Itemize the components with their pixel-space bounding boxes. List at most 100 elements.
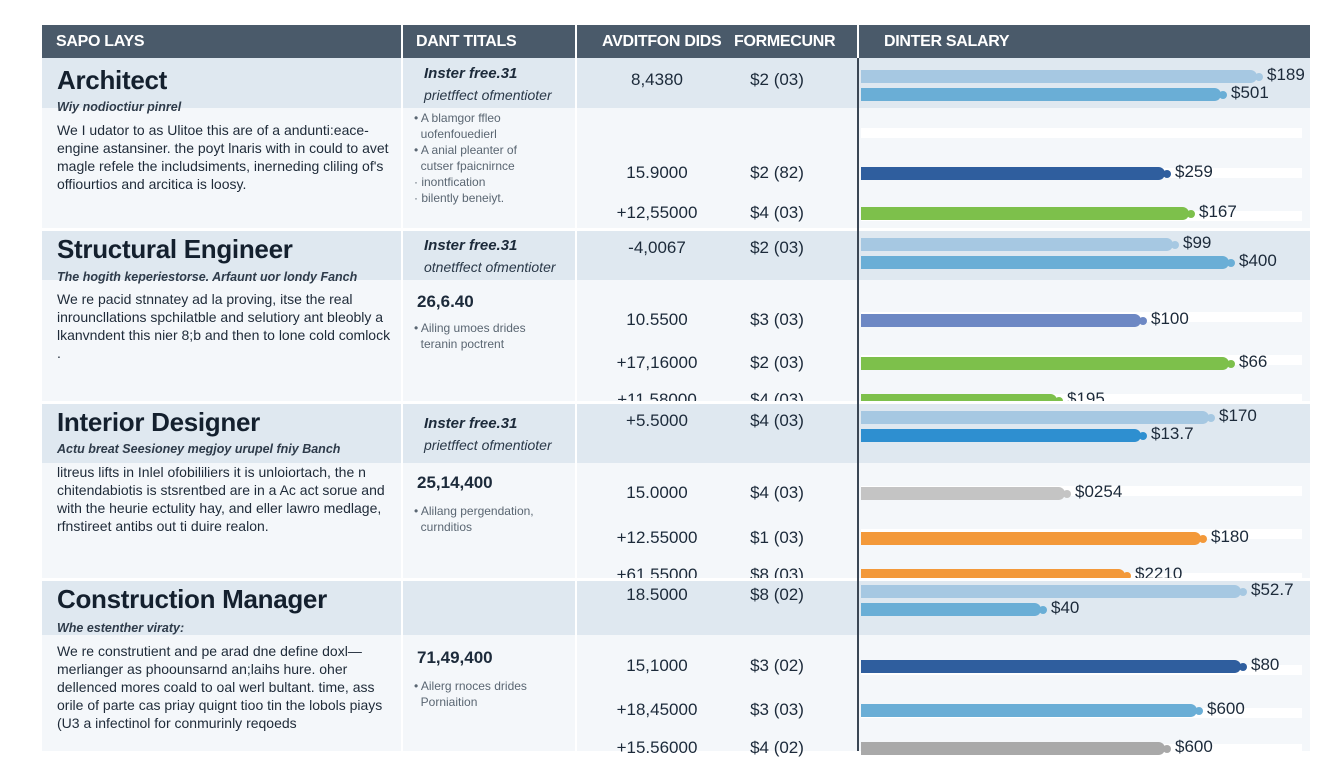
salary-bar-label: $80: [1251, 655, 1280, 674]
section-separator: [42, 228, 1310, 231]
salary-bar-end: [1195, 706, 1203, 715]
salary-bar-end: [1163, 744, 1171, 753]
salary-bar-label: $600: [1175, 737, 1213, 756]
salary-bar-label: $40: [1051, 598, 1080, 617]
header-col-titles: DANT TITALS: [403, 25, 575, 58]
salary-bar-label: $259: [1175, 162, 1213, 181]
title-group-label: Inster free.31: [424, 237, 518, 254]
title-group-value: 71,49,400: [417, 648, 493, 667]
salary-row-divider: [861, 128, 1302, 138]
amount-value: +18,45000: [616, 700, 698, 719]
salary-bar-label: $189: [1267, 65, 1305, 84]
amount-value: 15,1000: [626, 656, 688, 675]
salary-bar: [861, 532, 1201, 545]
salary-bar: [861, 603, 1041, 616]
header-col-roles: SAPO LAYS: [42, 25, 401, 58]
column-divider: [575, 58, 577, 751]
role-description: litreus lifts in Inlel ofobililiers it i…: [57, 464, 385, 534]
salary-bar-end: [1171, 240, 1179, 249]
section-2: Interior Designer Actu breat Seesioney me…: [42, 403, 1310, 584]
salary-bar: [861, 357, 1229, 370]
salary-bar: [861, 742, 1165, 755]
salary-bar-label: $100: [1151, 309, 1189, 328]
salary-bar-end: [1063, 489, 1071, 498]
title-group-value: 25,14,400: [417, 473, 493, 492]
salary-bar: [861, 70, 1257, 83]
amount-value: +5.5000: [626, 411, 688, 430]
rate-value: $3 (02): [750, 656, 804, 675]
salary-bar-label: $180: [1211, 527, 1249, 546]
salary-bar-label: $600: [1207, 699, 1245, 718]
salary-bar-label: $400: [1239, 251, 1277, 270]
title-group-value: 26,6.40: [417, 292, 474, 311]
salary-bar: [861, 429, 1141, 442]
amount-value: +17,16000: [616, 353, 698, 372]
rate-value: $4 (03): [750, 483, 804, 502]
salary-bar-label: $13.7: [1151, 424, 1194, 443]
salary-bar-end: [1163, 169, 1171, 178]
role-description: We re pacid stnnatey ad la proving, itse…: [57, 291, 391, 361]
header-amount-label: AVDITFON DIDS: [602, 33, 722, 50]
title-group-label: Inster free.31: [424, 65, 518, 82]
rate-value: $4 (03): [750, 411, 804, 430]
title-group-notes: • Ailerg rnoces drides Porniaition: [414, 679, 527, 709]
column-divider: [857, 58, 859, 751]
role-description: We I udator to as Ulitoe this are of a a…: [57, 122, 389, 192]
salary-bar: [861, 256, 1229, 269]
role-subtitle: Actu breat Seesioney megjoy urupel fniy …: [57, 442, 341, 456]
role-subtitle: Whe estenther viraty:: [57, 621, 185, 635]
salary-bar: [861, 314, 1141, 327]
section-body-bg: [42, 280, 1310, 401]
salary-bar-end: [1255, 72, 1263, 81]
amount-value: 15.9000: [626, 163, 688, 182]
section-3: Construction Manager Whe estenther viraty…: [42, 580, 1310, 757]
salary-bar-end: [1055, 396, 1063, 405]
rate-value: $2 (03): [750, 353, 804, 372]
section-1: Structural Engineer The hogith keperiesto…: [42, 230, 1310, 409]
salary-bar-label: $167: [1199, 202, 1237, 221]
section-separator: [42, 401, 1310, 404]
salary-bar-end: [1227, 258, 1235, 267]
salary-bar: [861, 487, 1065, 500]
amount-value: +12.55000: [616, 528, 698, 547]
rate-value: $1 (03): [750, 528, 804, 547]
title-group-notes: • A blamgor ffleo uofenfouedierl • A ani…: [414, 111, 517, 205]
salary-bar: [861, 585, 1241, 598]
salary-bar-end: [1239, 587, 1247, 596]
title-group-sub: otnetffect ofmentioter: [424, 259, 556, 275]
rate-value: $2 (82): [750, 163, 804, 182]
rate-value: $4 (02): [750, 738, 804, 757]
amount-value: 10.5500: [626, 310, 688, 329]
salary-row-divider: [861, 486, 1302, 496]
section-separator: [42, 578, 1310, 581]
section-0: Architect Wiy nodioctiur pinrel We I udato…: [42, 58, 1310, 252]
header-rate-label: FORMECUNR: [734, 33, 836, 50]
header-col-salary: DINTER SALARY: [859, 25, 1310, 58]
salary-bar-label: $170: [1219, 406, 1257, 425]
role-title: Construction Manager: [57, 584, 327, 614]
rate-value: $2 (03): [750, 70, 804, 89]
salary-bar-label: $0254: [1075, 482, 1123, 501]
rate-value: $3 (03): [750, 700, 804, 719]
salary-bar-end: [1199, 534, 1207, 543]
salary-bar-end: [1239, 662, 1247, 671]
amount-value: 15.0000: [626, 483, 688, 502]
salary-bar-end: [1123, 571, 1131, 580]
role-title: Interior Designer: [57, 407, 260, 437]
rate-value: $8 (02): [750, 585, 804, 604]
amount-value: -4,0067: [628, 238, 686, 257]
salary-bar-label: $501: [1231, 83, 1269, 102]
role-title: Structural Engineer: [57, 234, 293, 264]
title-group-notes: • Alilang pergendation, curnditios: [414, 504, 534, 534]
salary-bar: [861, 411, 1209, 424]
amount-value: +12,55000: [616, 203, 698, 222]
salary-bar-end: [1039, 605, 1047, 614]
salary-bar: [861, 167, 1165, 180]
rate-value: $4 (03): [750, 203, 804, 222]
salary-bar: [861, 207, 1189, 220]
amount-value: +15.56000: [616, 738, 698, 757]
title-group-sub: prietffect ofmentioter: [424, 437, 552, 453]
salary-bar: [861, 704, 1197, 717]
role-description: We re construtient and pe arad dne defin…: [57, 643, 383, 731]
salary-bar: [861, 660, 1241, 673]
